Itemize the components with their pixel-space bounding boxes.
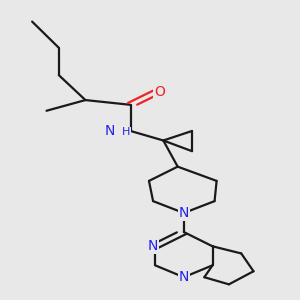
Text: N: N	[105, 124, 115, 138]
Text: N: N	[178, 206, 189, 220]
Text: N: N	[148, 239, 158, 253]
Text: N: N	[178, 270, 189, 284]
Text: O: O	[154, 85, 165, 99]
Text: H: H	[122, 127, 130, 137]
